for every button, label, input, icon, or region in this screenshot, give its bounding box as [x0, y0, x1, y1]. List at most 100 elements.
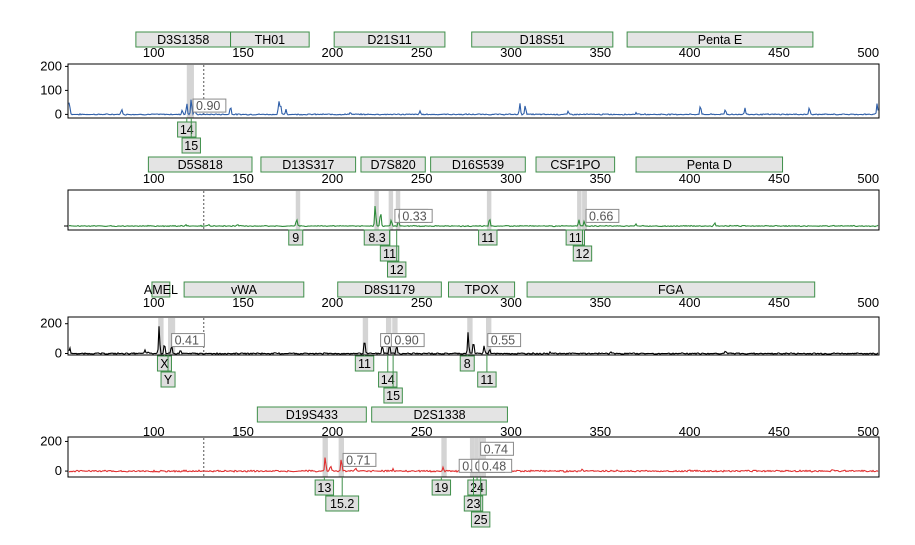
marker-label: TPOX [465, 283, 500, 297]
allele-box [378, 371, 398, 388]
allele-box [478, 229, 498, 246]
allele-window [469, 438, 475, 477]
allele-label: Y [164, 373, 173, 387]
ratio-box [390, 333, 425, 348]
allele-label: 15 [184, 139, 198, 153]
marker-bin [526, 281, 816, 298]
ratio-label: 0.48 [482, 459, 506, 473]
y-tick-label: 0 [55, 463, 62, 478]
marker-label: FGA [658, 283, 684, 297]
marker-bin [447, 281, 516, 298]
ratio-label: 0.71 [346, 453, 370, 467]
ratio-box [342, 452, 377, 467]
allele-label: 12 [390, 263, 404, 277]
marker-bin [256, 406, 367, 423]
allele-box [431, 479, 452, 496]
allele-label: 25 [474, 513, 488, 527]
allele-window [577, 191, 582, 230]
marker-bin [626, 31, 814, 48]
y-tick-label: 200 [40, 433, 62, 448]
ratio-label: 0.74 [484, 442, 508, 456]
x-tick-label: 400 [679, 424, 701, 439]
marker-label: D7S820 [371, 158, 416, 172]
allele-label: 13 [317, 481, 331, 495]
allele-window [474, 438, 479, 477]
allele-window [338, 438, 344, 477]
allele-window [467, 318, 473, 355]
marker-bin [337, 281, 442, 298]
allele-window [478, 438, 482, 477]
allele-window [362, 318, 369, 355]
x-tick-label: 400 [679, 295, 701, 310]
ratio-box [480, 441, 514, 456]
x-tick-label: 100 [143, 171, 165, 186]
allele-box [386, 261, 407, 278]
plot-frame [67, 189, 880, 231]
allele-box [288, 229, 304, 246]
y-tick-label: 0 [55, 346, 62, 361]
marker-label: D5S818 [178, 158, 223, 172]
allele-box [459, 355, 475, 372]
ratio-label: 0.90 [196, 99, 220, 113]
allele-box [470, 511, 491, 528]
x-tick-label: 500 [857, 424, 879, 439]
x-tick-label: 450 [768, 295, 790, 310]
marker-bin [635, 156, 784, 173]
allele-window [582, 191, 587, 230]
trace-line [68, 205, 879, 228]
x-tick-label: 300 [500, 45, 522, 60]
allele-label: 14 [180, 123, 194, 137]
allele-label: 19 [434, 481, 448, 495]
x-tick-label: 350 [589, 171, 611, 186]
x-tick-label: 100 [143, 424, 165, 439]
allele-label: 15 [386, 389, 400, 403]
ratio-box [585, 208, 620, 223]
x-tick-label: 300 [500, 295, 522, 310]
x-tick-label: 150 [232, 295, 254, 310]
marker-label: CSF1PO [550, 158, 600, 172]
ratio-label: 0.41 [175, 334, 199, 348]
x-tick-label: 100 [143, 45, 165, 60]
x-tick-label: 150 [232, 45, 254, 60]
y-tick-label: 0 [55, 106, 62, 121]
ratio-label: 0.90 [394, 334, 418, 348]
allele-window [158, 318, 164, 355]
marker-label: D19S433 [286, 408, 338, 422]
allele-label: 9 [292, 231, 299, 245]
ratio-box [478, 458, 513, 473]
allele-box [181, 137, 201, 154]
x-tick-label: 400 [679, 171, 701, 186]
marker-label: D16S539 [452, 158, 504, 172]
allele-box [383, 387, 403, 404]
y-tick-label: 100 [40, 82, 62, 97]
allele-label: 14 [381, 373, 395, 387]
allele-window [486, 191, 492, 230]
marker-bin [147, 156, 253, 173]
y-tick-label: 200 [40, 58, 62, 73]
marker-label: D13S317 [282, 158, 334, 172]
allele-label: 24 [470, 481, 484, 495]
x-tick-label: 250 [411, 45, 433, 60]
marker-label: Penta E [698, 33, 742, 47]
marker-label: Penta D [687, 158, 732, 172]
allele-box [477, 371, 497, 388]
allele-box [379, 245, 400, 262]
y-tick-label: 200 [40, 316, 62, 331]
marker-label: AMEL [144, 283, 178, 297]
x-tick-label: 450 [768, 45, 790, 60]
x-tick-label: 250 [411, 171, 433, 186]
marker-bin [371, 406, 508, 423]
allele-label: 23 [467, 497, 481, 511]
marker-bin [151, 281, 171, 298]
x-tick-label: 450 [768, 424, 790, 439]
allele-label: 8.3 [368, 231, 385, 245]
allele-window [186, 65, 194, 118]
allele-window [322, 438, 328, 477]
x-tick-label: 300 [500, 424, 522, 439]
x-tick-label: 350 [589, 295, 611, 310]
marker-bin [360, 156, 426, 173]
trace-line [68, 99, 879, 116]
x-tick-label: 100 [143, 295, 165, 310]
